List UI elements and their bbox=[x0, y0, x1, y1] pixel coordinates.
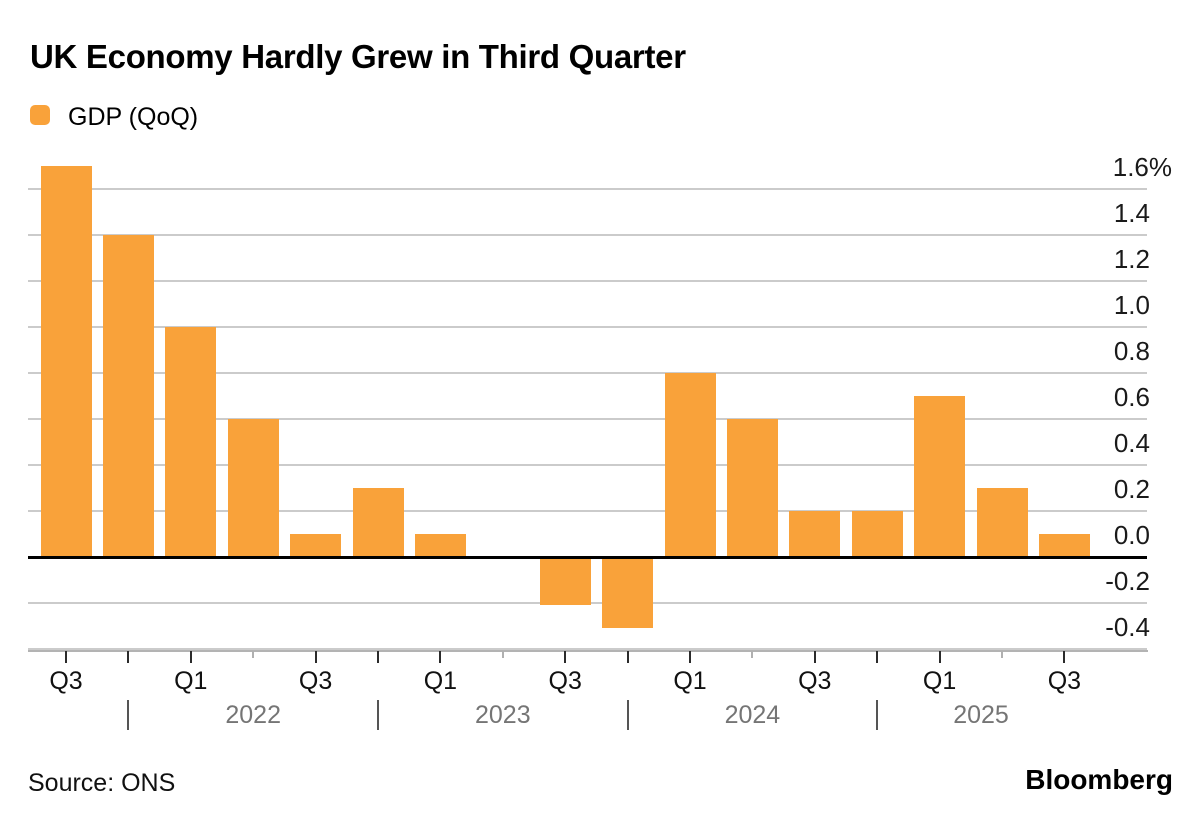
x-tick-q3-2025 bbox=[1063, 651, 1066, 663]
y-axis-label-0-8: 0.8 bbox=[1113, 336, 1150, 367]
x-tick-q2-2025 bbox=[1001, 651, 1003, 658]
bar-q2-2024 bbox=[726, 419, 778, 557]
x-tick-q3-2024 bbox=[813, 651, 816, 663]
y-axis-label-0-2: 0.2 bbox=[1113, 474, 1150, 505]
gridline-0-2 bbox=[28, 510, 1147, 513]
y-axis-label--0-4: -0.4 bbox=[1105, 611, 1150, 642]
gridline--0-4 bbox=[28, 647, 1147, 650]
x-label-q3-q3-2022: Q3 bbox=[298, 667, 333, 695]
y-axis-label-1-0: 1.0 bbox=[1113, 290, 1150, 321]
y-axis-label--0-2: -0.2 bbox=[1105, 565, 1150, 596]
gridline-1-4 bbox=[28, 234, 1147, 237]
y-axis-label-0-4: 0.4 bbox=[1113, 428, 1150, 459]
bar-q2-2025 bbox=[976, 488, 1028, 557]
y-axis-label-1-4: 1.4 bbox=[1113, 198, 1150, 229]
gridline-1-6- bbox=[28, 188, 1147, 191]
x-label-q3-q3-2021: Q3 bbox=[49, 667, 83, 695]
bar-q4-2023 bbox=[602, 559, 654, 628]
gridline-1-0 bbox=[28, 326, 1147, 329]
x-label-q1-q1-2023: Q1 bbox=[423, 667, 458, 695]
x-label-q1-q1-2022: Q1 bbox=[174, 667, 208, 695]
x-label-q3-q3-2024: Q3 bbox=[798, 667, 832, 695]
bar-q1-2022 bbox=[165, 327, 217, 557]
x-tick-q2-2022 bbox=[252, 651, 255, 658]
x-tick-q4-2023 bbox=[626, 651, 629, 663]
gridline-0-4 bbox=[28, 464, 1147, 467]
zero-axis-line bbox=[28, 556, 1147, 559]
bloomberg-logo: Bloomberg bbox=[1025, 764, 1173, 795]
x-label-q3-q3-2025: Q3 bbox=[1047, 667, 1082, 695]
year-label-2025: 2025 bbox=[953, 701, 1009, 729]
bar-q2-2022 bbox=[227, 419, 279, 557]
x-tick-q1-2025 bbox=[938, 651, 941, 663]
bar-q1-2023 bbox=[414, 534, 466, 557]
x-label-q3-q3-2023: Q3 bbox=[548, 667, 582, 695]
x-tick-q3-2023 bbox=[564, 651, 567, 663]
x-tick-q3-2022 bbox=[314, 651, 317, 663]
bar-q1-2025 bbox=[914, 396, 966, 557]
bar-q4-2022 bbox=[352, 488, 404, 557]
x-tick-q1-2023 bbox=[439, 651, 442, 663]
x-tick-q1-2022 bbox=[189, 651, 192, 663]
year-divider-after-q4-2021 bbox=[127, 700, 130, 730]
bar-q3-2024 bbox=[789, 511, 841, 557]
year-divider-after-q4-2022 bbox=[377, 700, 379, 730]
x-tick-q3-2021 bbox=[65, 651, 67, 663]
bar-q3-2023 bbox=[539, 559, 591, 605]
year-label-2023: 2023 bbox=[474, 701, 531, 729]
x-tick-q4-2021 bbox=[127, 651, 130, 663]
bar-q4-2024 bbox=[851, 511, 903, 557]
y-axis-label-1-2: 1.2 bbox=[1113, 244, 1150, 275]
legend-label: GDP (QoQ) bbox=[68, 103, 199, 131]
bar-q3-2025 bbox=[1038, 534, 1090, 557]
gridline-0-6 bbox=[28, 418, 1147, 421]
bar-q3-2022 bbox=[290, 534, 342, 557]
y-axis-label-0-6: 0.6 bbox=[1113, 382, 1150, 413]
year-label-2022: 2022 bbox=[225, 701, 281, 729]
bar-q4-2021 bbox=[102, 235, 154, 557]
x-tick-q2-2023 bbox=[501, 651, 504, 658]
gridline-0-8 bbox=[28, 372, 1147, 375]
gridline-1-2 bbox=[28, 280, 1147, 283]
source-note: Source: ONS bbox=[28, 769, 176, 797]
y-axis-label-1-6-: 1.6% bbox=[1112, 152, 1172, 183]
year-divider-after-q4-2024 bbox=[876, 700, 879, 730]
year-label-2024: 2024 bbox=[724, 701, 781, 729]
bar-q1-2024 bbox=[664, 373, 716, 557]
y-axis-label-0-0: 0.0 bbox=[1113, 520, 1150, 550]
x-tick-q4-2022 bbox=[377, 651, 379, 663]
year-divider-after-q4-2023 bbox=[626, 700, 629, 730]
x-label-q1-q1-2024: Q1 bbox=[673, 667, 707, 695]
x-tick-q1-2024 bbox=[689, 651, 691, 663]
x-axis-baseline bbox=[28, 650, 1148, 652]
x-label-q1-q1-2025: Q1 bbox=[922, 667, 957, 695]
x-tick-q4-2024 bbox=[876, 651, 879, 663]
chart-title: UK Economy Hardly Grew in Third Quarter bbox=[30, 38, 686, 75]
x-tick-q2-2024 bbox=[751, 651, 754, 658]
bar-q3-2021 bbox=[40, 166, 92, 557]
legend-swatch-icon bbox=[30, 105, 50, 125]
